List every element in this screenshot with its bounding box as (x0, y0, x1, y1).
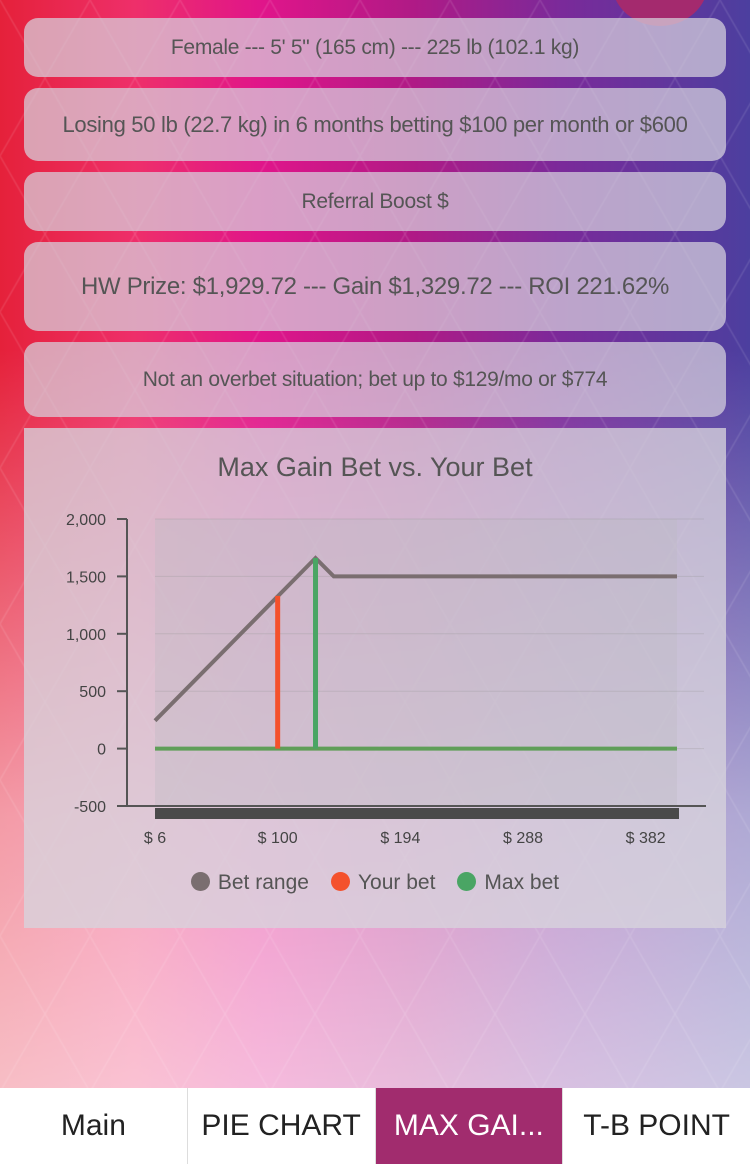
goal-text: Losing 50 lb (22.7 kg) in 6 months betti… (62, 111, 688, 137)
overbet-text: Not an overbet situation; bet up to $129… (142, 367, 608, 391)
bet-range-line (153, 555, 677, 723)
x-tick-label: $ 288 (503, 830, 543, 847)
tab-t-b-point[interactable]: T-B POINT (583, 1109, 730, 1142)
legend-max-bet[interactable]: Max bet (457, 871, 559, 895)
overbet-card: Not an overbet situation; bet up to $129… (24, 342, 726, 417)
chart-legend: Bet range Your bet Max bet (24, 871, 726, 895)
prize-card: HW Prize: $1,929.72 --- Gain $1,329.72 -… (24, 242, 726, 331)
referral-text: Referral Boost $ (301, 189, 449, 213)
y-tick-label: 0 (97, 742, 106, 759)
profile-card: Female --- 5' 5" (165 cm) --- 225 lb (10… (24, 18, 726, 77)
chart-plot: 2,000 1,500 1,000 500 0 -500 $ 6 $ 100 $ 194 $ 28… (66, 512, 706, 847)
tab-main[interactable]: Main (0, 1088, 188, 1164)
tab-max-gain[interactable]: MAX GAI... (375, 1088, 564, 1164)
profile-text: Female --- 5' 5" (165 cm) --- 225 lb (10… (170, 35, 580, 59)
x-tick-label: $ 6 (144, 830, 166, 847)
x-scrollbar (155, 808, 679, 819)
referral-boost-card[interactable]: Referral Boost $ (24, 172, 726, 231)
legend-bet-range[interactable]: Bet range (190, 871, 309, 895)
y-tick-label: 500 (79, 684, 106, 701)
legend-dot-icon (457, 872, 477, 891)
legend-your-bet[interactable]: Your bet (330, 871, 435, 895)
y-tick-label: -500 (74, 799, 106, 816)
x-tick-label: $ 194 (380, 830, 420, 847)
max-gain-chart: Max Gain Bet vs. Your Bet 2,000 1,500 1,00… (24, 428, 726, 928)
legend-dot-icon (330, 872, 350, 891)
y-tick-label: 1,500 (66, 569, 106, 586)
legend-dot-icon (190, 872, 210, 891)
plot-area (155, 519, 677, 806)
chart-title: Max Gain Bet vs. Your Bet (217, 452, 533, 482)
x-tick-label: $ 100 (258, 830, 298, 847)
x-tick-label: $ 382 (626, 830, 666, 847)
y-tick-label: 1,000 (66, 627, 106, 644)
y-tick-label: 2,000 (66, 512, 106, 529)
tab-pie-chart[interactable]: PIE CHART (188, 1088, 376, 1164)
bottom-tab-bar: Main PIE CHART MAX GAI... T-B POINT (0, 1088, 750, 1164)
prize-text: HW Prize: $1,929.72 --- Gain $1,329.72 -… (80, 272, 670, 300)
goal-card: Losing 50 lb (22.7 kg) in 6 months betti… (24, 88, 726, 161)
